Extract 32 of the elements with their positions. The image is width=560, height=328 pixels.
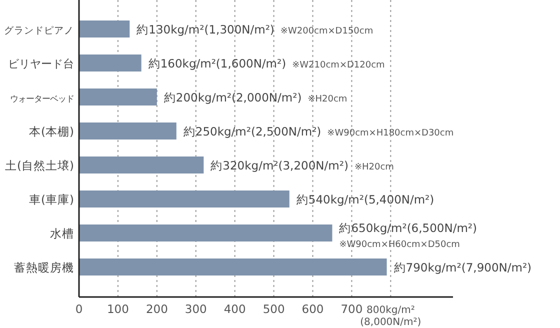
- data-label: 約540kg/m²(5,400N/m²): [296, 192, 434, 206]
- bar: [79, 258, 387, 276]
- data-label: 約320kg/m²(3,200N/m²) ※H20cm: [210, 158, 394, 172]
- x-tick-label: 100: [106, 302, 129, 316]
- bar: [79, 190, 290, 208]
- y-tick-label: 車(車庫): [29, 192, 74, 206]
- y-tick-label: グランドピアノ: [4, 26, 74, 36]
- bar: [79, 20, 130, 38]
- data-label: 約130kg/m²(1,300N/m²) ※W200cm×D150cm: [136, 22, 374, 36]
- data-label: 約790kg/m²(7,900N/m²): [394, 260, 532, 274]
- bar: [79, 122, 176, 140]
- y-tick-label: ビリヤード台: [8, 58, 74, 70]
- bar: [79, 224, 332, 242]
- x-tick-label: 300: [184, 302, 207, 316]
- x-tick-label: 200: [146, 302, 168, 316]
- data-label: 約200kg/m²(2,000N/m²) ※H20cm: [164, 90, 348, 104]
- x-tick-label: 400: [224, 302, 246, 316]
- data-label: 約160kg/m²(1,600N/m²) ※W210cm×D120cm: [148, 56, 385, 70]
- y-tick-label: 土(自然土壌): [5, 158, 74, 172]
- y-tick-label: 蓄熱暖房機: [14, 260, 74, 274]
- y-tick-label: 水槽: [50, 226, 74, 240]
- bar: [79, 54, 142, 72]
- bar: [79, 88, 157, 106]
- data-label: 約250kg/m²(2,500N/m²) ※W90cm×H180cm×D30cm: [183, 124, 454, 138]
- x-tick-label: 500: [262, 302, 285, 316]
- bar: [79, 156, 204, 174]
- y-tick-label: ウォーターベッド: [10, 94, 74, 104]
- y-tick-label: 本(本棚): [29, 124, 74, 138]
- x-tick-label: 600: [302, 302, 324, 316]
- x-tick-label: 0: [75, 302, 83, 316]
- data-label: 約650kg/m²(6,500N/m²) ※W90cm×H60cm×D50cm: [339, 221, 478, 250]
- x-tick-label: 700: [340, 302, 363, 316]
